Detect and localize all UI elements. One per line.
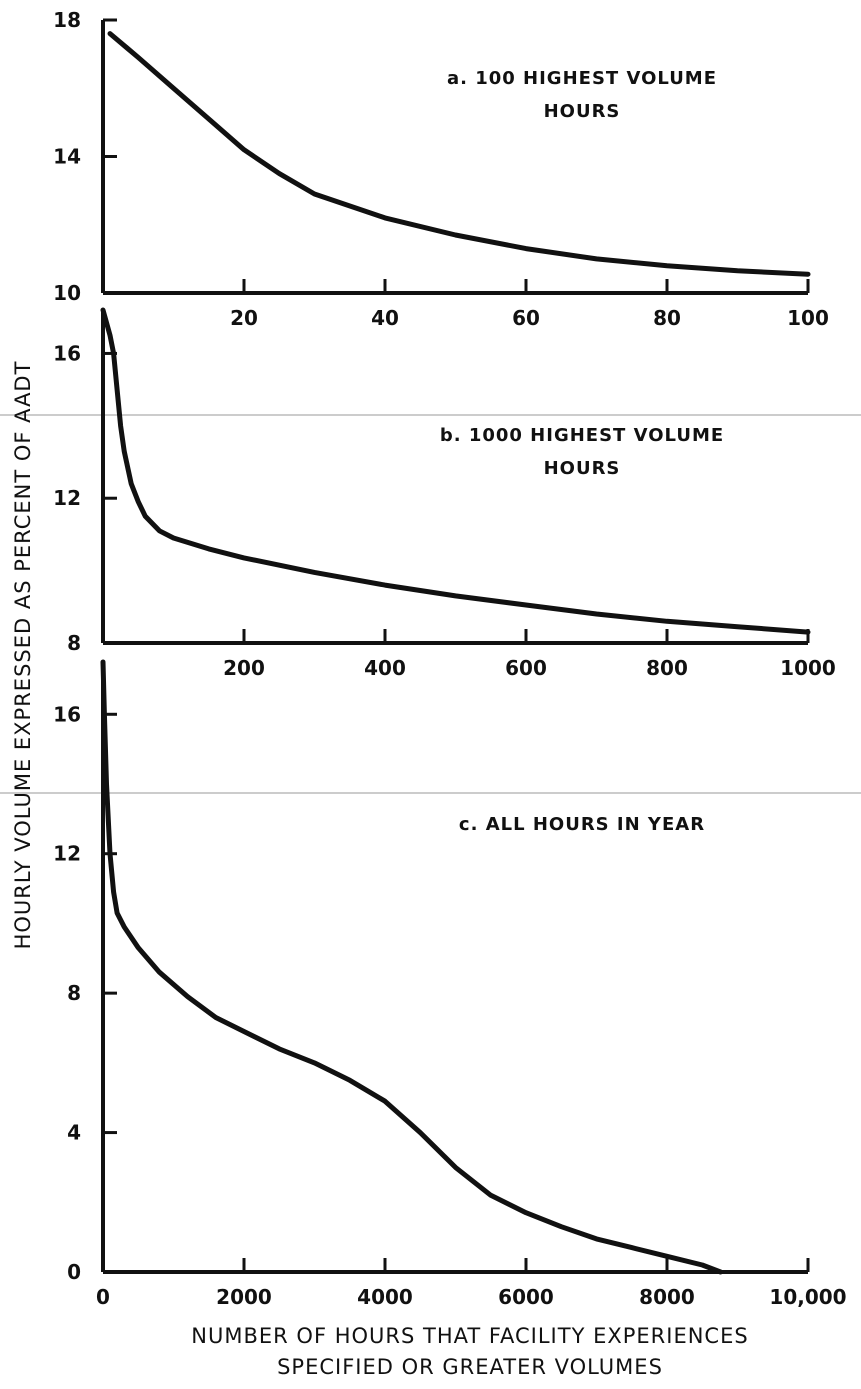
x-tick-label: 0 [96, 1285, 110, 1309]
chart-panel-2: 8 12 16 200 400 600 800 1000 b. 1000 HIGHEST VOL… [53, 307, 836, 680]
series-line-1 [100, 307, 811, 635]
x-tick-label: 1000 [780, 656, 836, 680]
x-tick-label: 6000 [498, 1285, 554, 1309]
panel-title-line: a. 100 HIGHEST VOLUME [447, 68, 717, 89]
x-tick-label: 10,000 [769, 1285, 846, 1309]
chart-panel-3: 0 4 8 12 16 0 2000 4000 6000 8000 10,000 c. ALL HOU… [53, 659, 847, 1309]
y-tick-label: 14 [53, 145, 81, 169]
series-line-1 [100, 659, 724, 1275]
y-axis-title: HOURLY VOLUME EXPRESSED AS PERCENT OF AA… [11, 361, 35, 950]
y-tick-label: 12 [53, 842, 81, 866]
y-tick-label: 4 [67, 1121, 81, 1145]
series-line-1 [107, 31, 811, 277]
x-tick-label: 60 [512, 306, 540, 330]
y-tick-label: 0 [67, 1260, 81, 1284]
x-tick-label: 20 [230, 306, 258, 330]
x-tick-label: 400 [364, 656, 406, 680]
x-tick-label: 800 [646, 656, 688, 680]
panel-title-line: HOURS [544, 101, 621, 122]
y-tick-label: 8 [67, 631, 81, 655]
panel-title-line: b. 1000 HIGHEST VOLUME [440, 425, 724, 446]
y-tick-label: 16 [53, 341, 81, 365]
x-tick-label: 40 [371, 306, 399, 330]
x-tick-label: 600 [505, 656, 547, 680]
y-tick-label: 12 [53, 486, 81, 510]
x-tick-label: 80 [653, 306, 681, 330]
y-tick-label: 8 [67, 981, 81, 1005]
x-axis-title-line-2: SPECIFIED OR GREATER VOLUMES [277, 1355, 663, 1379]
x-tick-label: 8000 [639, 1285, 695, 1309]
panel-title-line: HOURS [544, 458, 621, 479]
x-axis-title-line-1: NUMBER OF HOURS THAT FACILITY EXPERIENCE… [191, 1324, 748, 1348]
x-tick-label: 4000 [357, 1285, 413, 1309]
x-tick-label: 100 [787, 306, 829, 330]
x-tick-label: 200 [223, 656, 265, 680]
y-tick-label: 10 [53, 281, 81, 305]
y-tick-label: 18 [53, 8, 81, 32]
x-tick-label: 2000 [216, 1285, 272, 1309]
panel-title-line: c. ALL HOURS IN YEAR [459, 814, 705, 835]
y-tick-label: 16 [53, 702, 81, 726]
chart-panel-1: 10 14 18 20 40 60 80 100 a. 100 HIGHEST VOLUME HO… [53, 8, 829, 330]
